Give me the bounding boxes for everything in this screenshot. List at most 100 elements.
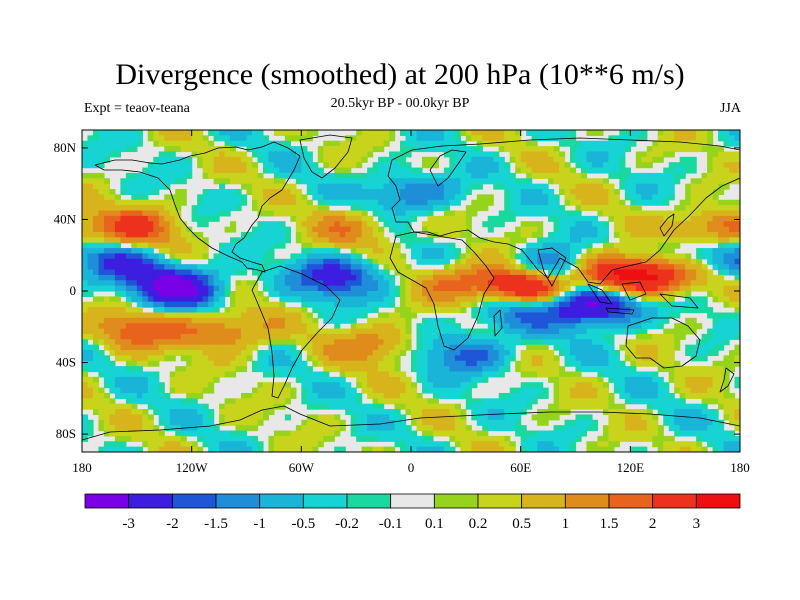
field-cell — [718, 312, 725, 319]
field-cell — [537, 221, 544, 228]
field-cell — [476, 317, 483, 324]
field-cell — [449, 156, 456, 163]
field-cell — [367, 151, 374, 158]
field-cell — [180, 387, 187, 394]
field-cell — [356, 328, 363, 335]
field-cell — [219, 189, 226, 195]
field-cell — [487, 258, 494, 265]
field-cell — [262, 221, 270, 228]
field-cell — [87, 350, 94, 356]
field-cell — [295, 130, 302, 136]
field-cell — [471, 376, 478, 383]
field-cell — [646, 344, 653, 351]
field-cell — [679, 221, 686, 228]
field-cell — [251, 248, 259, 255]
field-cell — [537, 264, 544, 271]
field-cell — [389, 151, 396, 158]
field-cell — [586, 387, 593, 394]
field-cell — [679, 199, 686, 206]
field-cell — [635, 248, 642, 255]
field-cell — [449, 339, 456, 346]
field-cell — [257, 151, 264, 158]
field-cell — [498, 366, 505, 373]
field-cell — [411, 231, 418, 238]
field-cell — [449, 360, 456, 367]
field-cell — [389, 210, 396, 217]
field-cell — [92, 146, 100, 153]
field-cell — [136, 307, 143, 314]
field-cell — [663, 242, 670, 249]
field-cell — [657, 253, 664, 260]
field-cell — [164, 350, 171, 356]
field-cell — [290, 172, 297, 179]
field-cell — [230, 355, 237, 362]
field-cell — [219, 371, 226, 378]
field-cell — [471, 285, 478, 292]
field-cell — [537, 183, 544, 190]
field-cell — [624, 130, 631, 136]
field-cell — [542, 328, 549, 335]
field-cell — [729, 135, 736, 142]
field-cell — [580, 231, 588, 238]
field-cell — [306, 312, 313, 319]
field-cell — [597, 333, 604, 340]
field-cell — [131, 231, 138, 238]
field-cell — [537, 285, 544, 292]
field-cell — [169, 237, 176, 244]
field-cell — [109, 296, 116, 303]
field-cell — [372, 274, 379, 281]
field-cell — [454, 172, 461, 179]
field-cell — [597, 269, 604, 276]
field-cell — [570, 215, 577, 222]
field-cell — [668, 194, 675, 201]
field-cell — [432, 269, 440, 276]
field-cell — [685, 274, 692, 281]
field-cell — [383, 355, 390, 362]
field-cell — [635, 291, 642, 297]
field-cell — [416, 248, 423, 255]
field-cell — [208, 376, 215, 383]
field-cell — [114, 328, 121, 335]
field-cell — [690, 231, 697, 238]
field-cell — [306, 167, 313, 174]
field-cell — [559, 226, 566, 233]
field-cell — [723, 226, 730, 233]
field-cell — [191, 248, 198, 255]
field-cell — [624, 328, 631, 335]
field-cell — [449, 264, 456, 271]
field-cell — [191, 205, 198, 212]
field-cell — [460, 210, 467, 217]
field-cell — [482, 205, 489, 212]
field-cell — [542, 194, 549, 201]
field-cell — [246, 312, 253, 319]
field-cell — [356, 194, 363, 201]
field-cell — [438, 194, 445, 201]
field-cell — [542, 162, 549, 169]
field-cell — [405, 280, 412, 287]
field-cell — [82, 189, 89, 195]
field-cell — [657, 307, 664, 314]
field-cell — [487, 317, 494, 324]
field-cell — [575, 387, 582, 394]
field-cell — [619, 307, 626, 314]
field-cell — [476, 248, 483, 255]
field-cell — [630, 253, 637, 260]
field-cell — [136, 189, 143, 195]
field-cell — [295, 307, 302, 314]
field-cell — [230, 253, 237, 260]
field-cell — [251, 178, 259, 185]
field-cell — [180, 355, 187, 362]
field-cell — [454, 226, 461, 233]
field-cell — [723, 269, 730, 276]
field-cell — [235, 264, 242, 271]
field-cell — [591, 253, 599, 260]
field-cell — [241, 194, 248, 201]
field-cell — [180, 194, 187, 201]
field-cell — [372, 317, 379, 324]
field-cell — [262, 162, 270, 169]
field-cell — [509, 296, 516, 303]
field-cell — [125, 333, 132, 340]
field-cell — [197, 366, 204, 373]
field-cell — [531, 194, 538, 201]
field-cell — [405, 162, 412, 169]
